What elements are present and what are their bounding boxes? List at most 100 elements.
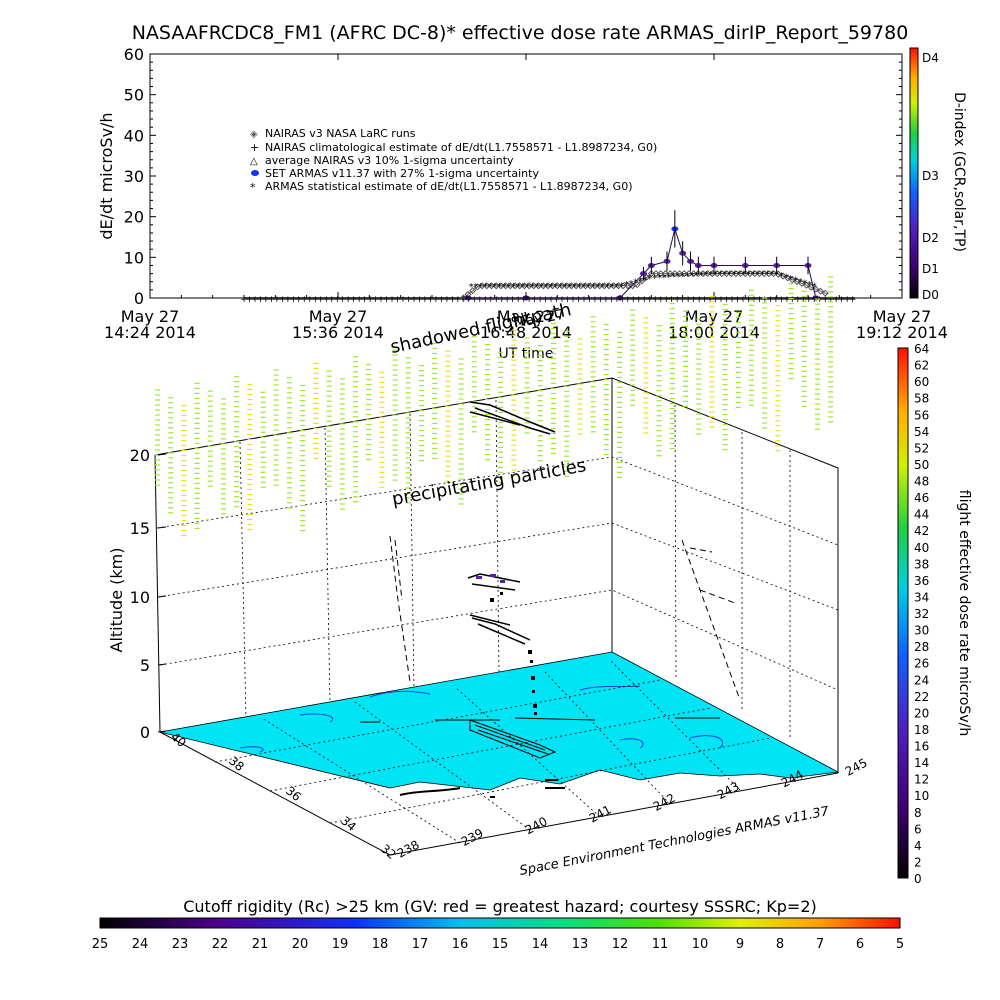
rigidity-tick-label: 25 <box>92 937 109 952</box>
series-climatological-point: + <box>301 295 309 305</box>
series-climatological-point: + <box>580 295 588 305</box>
series-armas-statistical-point: * <box>539 282 544 293</box>
series-armas-statistical-point: * <box>784 273 789 284</box>
series-armas-statistical-point: * <box>680 272 685 283</box>
map-contours <box>239 685 723 753</box>
series-armas-statistical-point: * <box>478 282 483 293</box>
top-x-tick-time: 15:36 2014 <box>292 323 384 342</box>
series-nairas-point <box>478 282 486 290</box>
series-nairas-point <box>802 281 810 289</box>
rigidity-tick-label: 10 <box>692 937 709 952</box>
series-climatological-point: + <box>416 295 424 305</box>
series-climatological-point: + <box>668 295 676 305</box>
dose-rate-tick-label: 32 <box>914 607 929 621</box>
series-nairas-point <box>596 282 604 290</box>
top-x-tick-date: May 27 <box>309 307 368 326</box>
series-climatological-point: + <box>542 295 550 305</box>
series-nairas-point <box>661 270 669 278</box>
series-climatological-point: + <box>322 295 330 305</box>
series-climatological-point: + <box>355 295 363 305</box>
rigidity-tick-label: 24 <box>132 937 149 952</box>
dose-rate-tick-label: 46 <box>914 491 929 505</box>
legend: ◈ NAIRAS v3 NASA LaRC runs + NAIRAS clim… <box>250 127 657 194</box>
series-armas-statistical-point: * <box>798 277 803 288</box>
dose-rate-colorbar-label: flight effective dose rate microSv/h <box>956 490 972 736</box>
series-climatological-point: + <box>438 295 446 305</box>
d-index-tick-d0: D0 <box>922 288 939 302</box>
series-nairas-point <box>727 270 735 278</box>
series-climatological-point: + <box>547 295 555 305</box>
rigidity-tick-label: 17 <box>412 937 429 952</box>
top-x-tick-date: May 27 <box>873 307 932 326</box>
d-index-tick-d2: D2 <box>922 231 939 245</box>
dose-rate-tick-label: 22 <box>914 690 929 704</box>
series-climatological-point: + <box>701 295 709 305</box>
series-nairas-point <box>680 270 688 278</box>
series-armas-statistical-point: * <box>685 271 690 282</box>
series-armas-statistical-point: * <box>727 270 732 281</box>
series-nairas-point <box>657 270 665 278</box>
series-nairas-point <box>600 282 608 290</box>
top-y-tick-label: 10 <box>124 248 144 267</box>
series-nairas-point <box>577 282 585 290</box>
series-climatological-point: + <box>257 295 265 305</box>
series-armas-statistical-point: * <box>741 270 746 281</box>
dose-rate-tick-label: 60 <box>914 375 929 389</box>
series-nairas-point <box>525 282 533 290</box>
dose-rate-tick-label: 18 <box>914 723 929 737</box>
shadowed-flightpath <box>360 717 720 798</box>
series-nairas-point <box>685 270 693 278</box>
rigidity-ticks: 25 24 23 22 21 20 19 18 17 16 15 14 13 12 11 10 9 8 7 6 5 <box>92 937 904 952</box>
rigidity-tick-label: 6 <box>856 937 864 952</box>
series-nairas-point <box>690 270 698 278</box>
legend-entry-4: SET ARMAS v11.37 with 27% 1-sigma uncert… <box>265 167 539 180</box>
series-climatological-point: + <box>662 295 670 305</box>
series-climatological-point: + <box>728 295 736 305</box>
series-climatological-point: + <box>295 295 303 305</box>
series-climatological-point: + <box>449 295 457 305</box>
series-armas-statistical-point: * <box>558 282 563 293</box>
altitude-tick <box>157 595 167 598</box>
rigidity-tick-label: 5 <box>896 937 904 952</box>
d-index-label: D-index (GCR,solar,TP) <box>951 92 967 252</box>
dose-rate-tick-label: 64 <box>914 342 929 356</box>
series-nairas-point <box>769 270 778 278</box>
rigidity-colorbar-fill <box>99 917 901 929</box>
series-nairas-point <box>713 270 721 278</box>
rigidity-tick-label: 15 <box>492 937 509 952</box>
series-climatological-point: + <box>273 295 281 305</box>
top-x-tick-time: 16:48 2014 <box>480 323 572 342</box>
series-nairas-point <box>572 282 580 290</box>
series-climatological-point: + <box>553 295 561 305</box>
box-walls <box>154 377 839 773</box>
series-climatological-point: + <box>706 295 714 305</box>
dose-rate-tick-label: 8 <box>914 806 922 820</box>
d-index-tick-d4: D4 <box>922 51 939 65</box>
series-climatological-point: + <box>481 295 489 305</box>
dose-rate-tick-label: 36 <box>914 574 929 588</box>
series-nairas-point <box>516 282 524 290</box>
series-armas-statistical-point: * <box>690 271 695 282</box>
series-armas-point <box>522 295 530 301</box>
precipitating-particles-label: precipitating particles <box>390 455 587 510</box>
d-index-colorbar-fill <box>909 47 919 299</box>
altitude-gridlines <box>156 399 839 740</box>
series-armas-statistical-point: * <box>802 278 807 289</box>
rigidity-tick-label: 7 <box>816 937 824 952</box>
top-x-tick-time: 19:12 2014 <box>856 323 948 342</box>
dose-rate-tick-label: 2 <box>914 855 922 869</box>
series-armas-statistical-point: * <box>497 282 502 293</box>
rigidity-tick-label: 23 <box>172 937 189 952</box>
series-climatological-point: + <box>849 295 857 305</box>
series-armas-statistical-point: * <box>732 270 737 281</box>
altitude-tick <box>157 663 167 666</box>
series-armas-statistical-point: * <box>628 279 633 290</box>
rigidity-tick-label: 13 <box>572 937 589 952</box>
series-climatological-point: + <box>772 295 780 305</box>
dose-rate-tick-label: 16 <box>914 740 929 754</box>
series-armas-statistical-point: * <box>619 281 624 292</box>
dose-rate-tick-label: 62 <box>914 359 929 373</box>
dose-rate-colorbar: 0246810121416182022242628303234363840424… <box>897 342 972 886</box>
